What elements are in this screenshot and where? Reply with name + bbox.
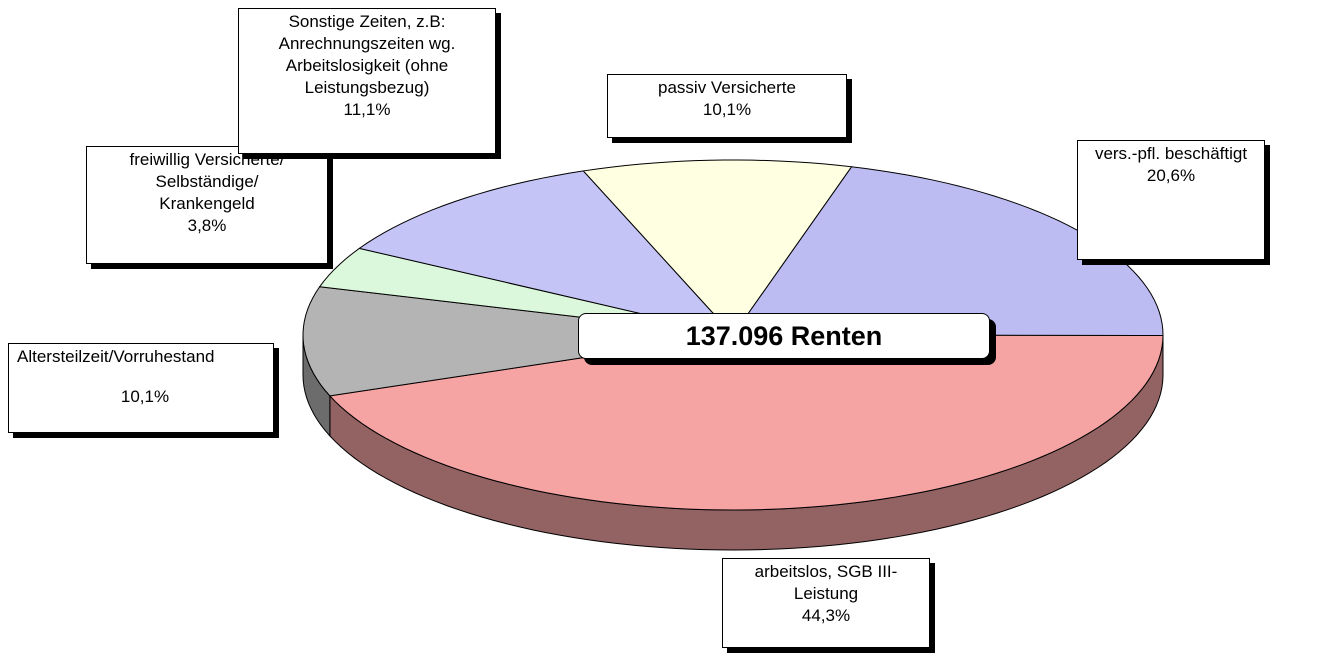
slice-label: arbeitslos, SGB III- Leistung 44,3%	[722, 558, 930, 648]
value-label: 44,3%	[801, 606, 851, 625]
slice	[358, 170, 735, 336]
value-label: 3,8%	[187, 216, 227, 235]
slice-label: Sonstige Zeiten, z.B: Anrechnungszeiten …	[238, 8, 496, 154]
value-label: 11,1%	[343, 100, 391, 119]
category-label: vers.-pfl. beschäftigt	[1094, 144, 1248, 163]
value-label: 20,6%	[1146, 166, 1196, 185]
slice	[328, 334, 1164, 511]
slice	[582, 159, 853, 336]
slice-label: freiwillig Versicherte/ Selbständige/ Kr…	[86, 146, 328, 264]
slice-label: Altersteilzeit/Vorruhestand 10,1%	[8, 343, 274, 433]
slice-label: vers.-pfl. beschäftigt 20,6%	[1077, 140, 1265, 260]
value-label: 10,1%	[120, 387, 170, 406]
category-label: passiv Versicherte	[658, 78, 796, 97]
slice-label: passiv Versicherte 10,1%	[607, 74, 847, 138]
category-label: Altersteilzeit/Vorruhestand	[17, 347, 215, 366]
slice	[302, 286, 734, 397]
category-label: arbeitslos, SGB III- Leistung	[754, 562, 898, 603]
center-annotation: 137.096 Renten	[578, 313, 990, 359]
category-label: freiwillig Versicherte/ Selbständige/ Kr…	[129, 150, 285, 213]
value-label: 10,1%	[702, 100, 752, 119]
category-label: Sonstige Zeiten, z.B: Anrechnungszeiten …	[278, 12, 456, 97]
slice	[732, 166, 1164, 336]
